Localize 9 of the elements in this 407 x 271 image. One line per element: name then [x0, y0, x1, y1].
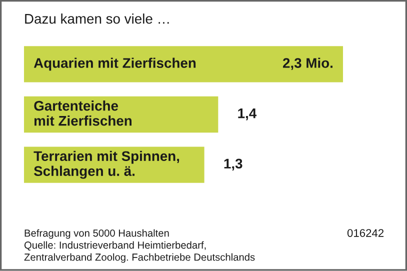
data-label: 1,4 — [238, 108, 257, 120]
text: Befragung von 5000 Haushalten Quelle: Industrieverband Heimtierbedarf, Zentralverband Zoolog. Fachbetriebe Deutschlands — [24, 229, 255, 263]
y-tick-label: Aquarien mit Zierfischen — [34, 58, 196, 71]
data-label: 1,3 — [224, 158, 242, 171]
y-tick-label: Gartenteiche mit Zierfischen — [34, 100, 132, 126]
chart-title: Dazu kamen so viele … — [25, 14, 169, 24]
text: 016242 — [347, 229, 384, 237]
data-label: 2,3 Mio. — [282, 58, 332, 70]
y-tick-label: Terrarien mit Spinnen, Schlangen u. ä. — [34, 150, 180, 179]
